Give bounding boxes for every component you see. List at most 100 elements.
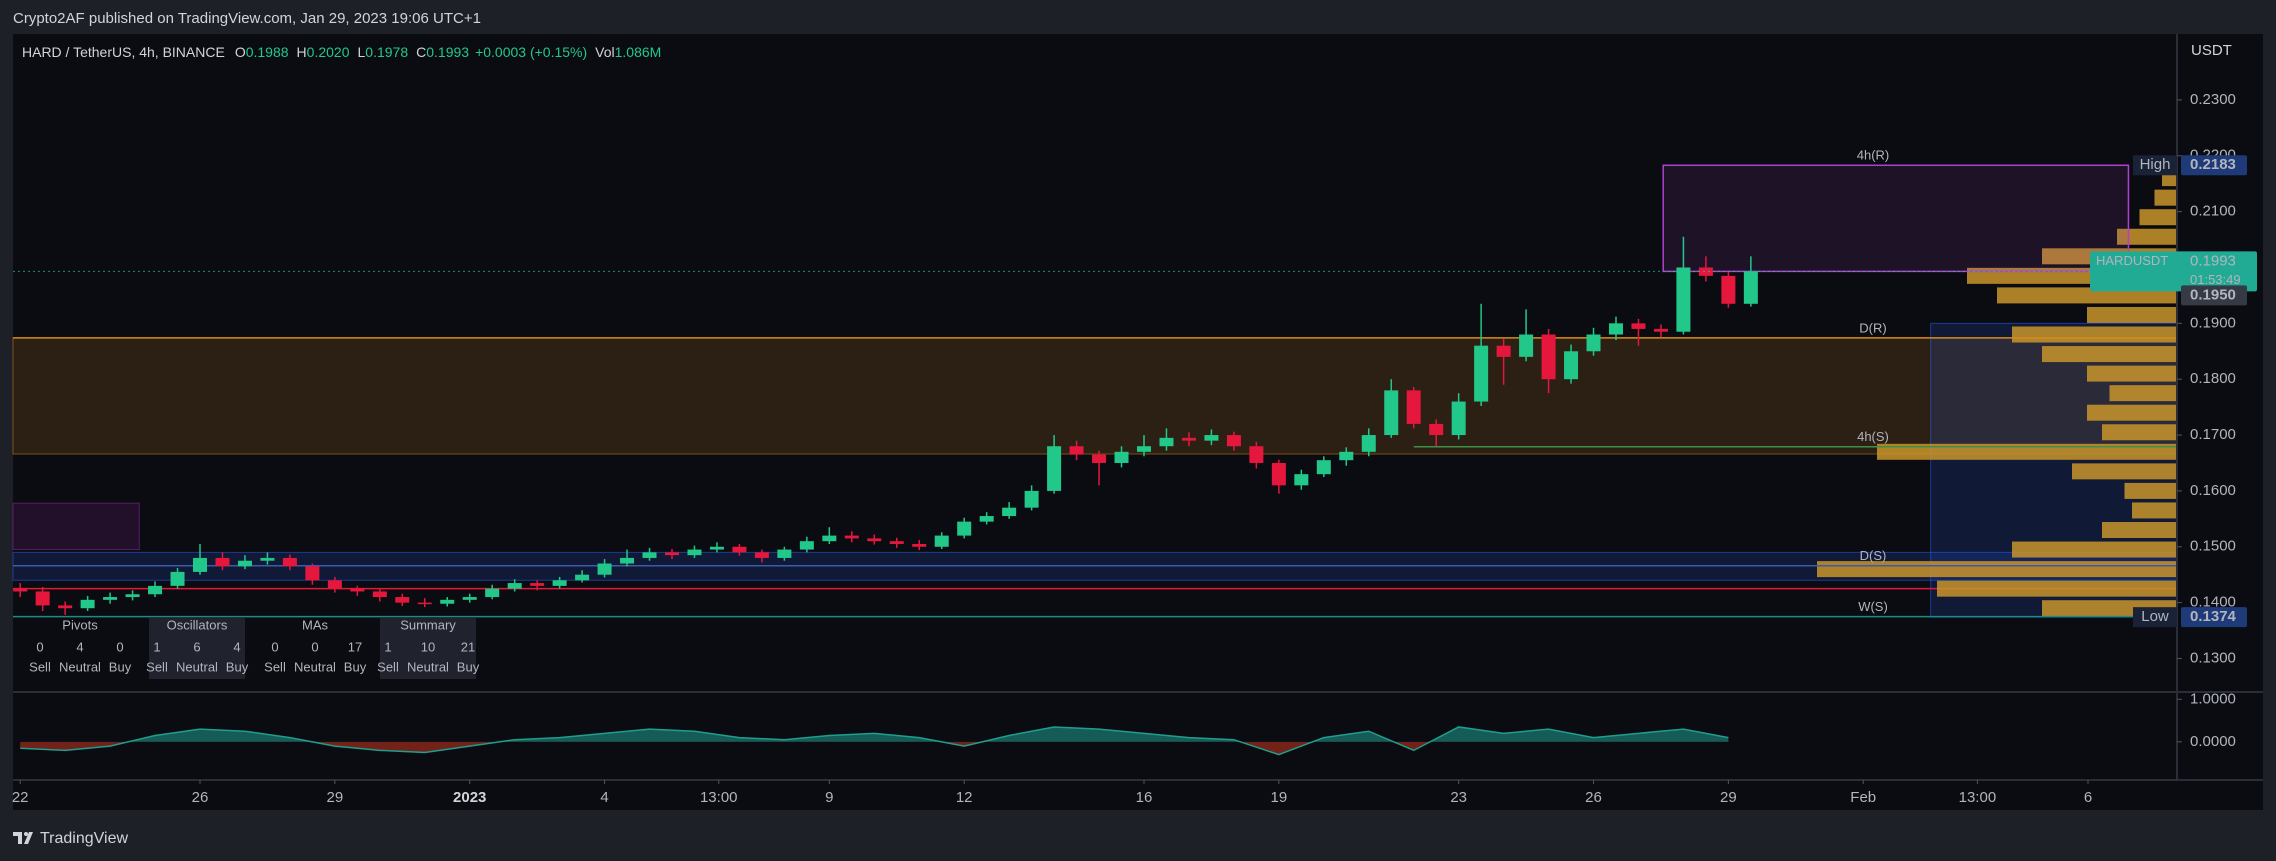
summary-count: 1 <box>153 639 160 654</box>
candle-body <box>1721 275 1736 304</box>
candle-body <box>13 588 28 592</box>
zone <box>12 337 2178 455</box>
candle-body <box>1114 451 1129 463</box>
last-price-label: 0.1993 <box>2190 252 2236 269</box>
profile-bar <box>2012 326 2177 343</box>
candle-body <box>1406 390 1421 424</box>
candle-body <box>1384 390 1399 436</box>
candle-body <box>417 602 432 605</box>
y-tick-label: 0.1300 <box>2190 649 2236 666</box>
low-name: Low <box>2141 608 2169 625</box>
summary-label: Buy <box>109 659 132 674</box>
summary-label: Neutral <box>176 659 218 674</box>
candle-body <box>1204 435 1219 441</box>
level-label: D(R) <box>1859 320 1886 335</box>
profile-bar <box>2072 463 2177 480</box>
y-tick-label: 0.1800 <box>2190 370 2236 387</box>
candle-body <box>440 599 455 604</box>
candle-body <box>1136 446 1151 452</box>
summary-count: 1 <box>384 639 391 654</box>
y-tick-label: 0.1600 <box>2190 482 2236 499</box>
high-value: 0.2183 <box>2190 156 2236 173</box>
summary-label: Sell <box>29 659 51 674</box>
candle-body <box>507 583 522 589</box>
mark-price-label: 0.1950 <box>2190 286 2236 303</box>
candle-body <box>1024 490 1039 508</box>
x-tick-label: 26 <box>192 789 209 806</box>
summary-label: Sell <box>264 659 286 674</box>
axis-unit: USDT <box>2191 42 2232 59</box>
candle-body <box>35 591 50 606</box>
summary-bg <box>380 617 476 679</box>
summary-label: Neutral <box>294 659 336 674</box>
low-value: 0.1374 <box>2190 608 2237 625</box>
profile-bar <box>2117 228 2177 245</box>
candle-body <box>125 594 140 598</box>
summary-title: MAs <box>302 617 329 632</box>
candle-body <box>1294 474 1309 486</box>
candle-body <box>642 552 657 558</box>
x-tick-label: 6 <box>2084 789 2092 806</box>
zone <box>12 502 140 551</box>
candle-body <box>1451 401 1466 436</box>
candle-body <box>462 597 477 600</box>
candle-body <box>620 557 635 564</box>
ohlc-label: H <box>297 44 307 60</box>
candle-body <box>912 543 927 547</box>
summary-count: 4 <box>76 639 83 654</box>
candle-body <box>1069 446 1084 455</box>
symbol-tag: HARDUSDT <box>2096 253 2168 268</box>
candle-body <box>754 552 769 558</box>
candle-body <box>1608 323 1623 335</box>
level-label: W(S) <box>1858 599 1888 614</box>
candle-body <box>1631 323 1646 329</box>
profile-bar <box>2102 424 2177 441</box>
profile-bar <box>1877 443 2177 460</box>
candle-body <box>844 535 859 539</box>
candle-body <box>1002 507 1017 517</box>
low-value-tag <box>2181 607 2247 628</box>
summary-label: Buy <box>457 659 480 674</box>
candle-body <box>395 597 410 603</box>
y-tick-label: 0.1700 <box>2190 426 2236 443</box>
low-name-tag <box>2133 607 2177 628</box>
candle-body <box>934 535 949 547</box>
candle-body <box>889 541 904 544</box>
profile-bar <box>2124 482 2177 499</box>
mark-price-tag <box>2181 285 2247 306</box>
ohlc-value: 0.1988 <box>246 44 289 60</box>
profile-bar <box>2087 365 2177 382</box>
candle-body <box>170 571 185 586</box>
candle-body <box>822 535 837 542</box>
profile-bar <box>1937 580 2177 597</box>
summary-count: 4 <box>233 639 240 654</box>
x-tick-label: 22 <box>12 789 29 806</box>
summary-title: Summary <box>400 617 456 632</box>
x-tick-label: 4 <box>600 789 608 806</box>
candle-body <box>664 552 679 556</box>
x-tick-label: 26 <box>1585 789 1602 806</box>
candle-body <box>732 546 747 553</box>
profile-bar <box>2132 502 2177 519</box>
candle-body <box>597 563 612 575</box>
profile-bar <box>2042 346 2177 363</box>
profile-bar <box>1997 287 2177 304</box>
candle-body <box>1564 351 1579 380</box>
x-tick-label: 2023 <box>453 789 486 806</box>
ohlc-label: L <box>357 44 365 60</box>
candle-body <box>777 549 792 558</box>
candle-body <box>103 597 118 600</box>
candle-body <box>1181 437 1196 441</box>
candle-body <box>1698 267 1713 276</box>
candle-body <box>80 599 95 609</box>
osc-area-negative <box>20 741 1431 755</box>
x-tick-label: 16 <box>1136 789 1153 806</box>
candle-body <box>1676 267 1691 332</box>
profile-bar <box>2087 404 2177 421</box>
candle-body <box>1249 446 1264 463</box>
summary-count: 0 <box>271 639 278 654</box>
candle-body <box>575 574 590 581</box>
x-tick-label: 9 <box>825 789 833 806</box>
profile-bar <box>2139 209 2177 226</box>
